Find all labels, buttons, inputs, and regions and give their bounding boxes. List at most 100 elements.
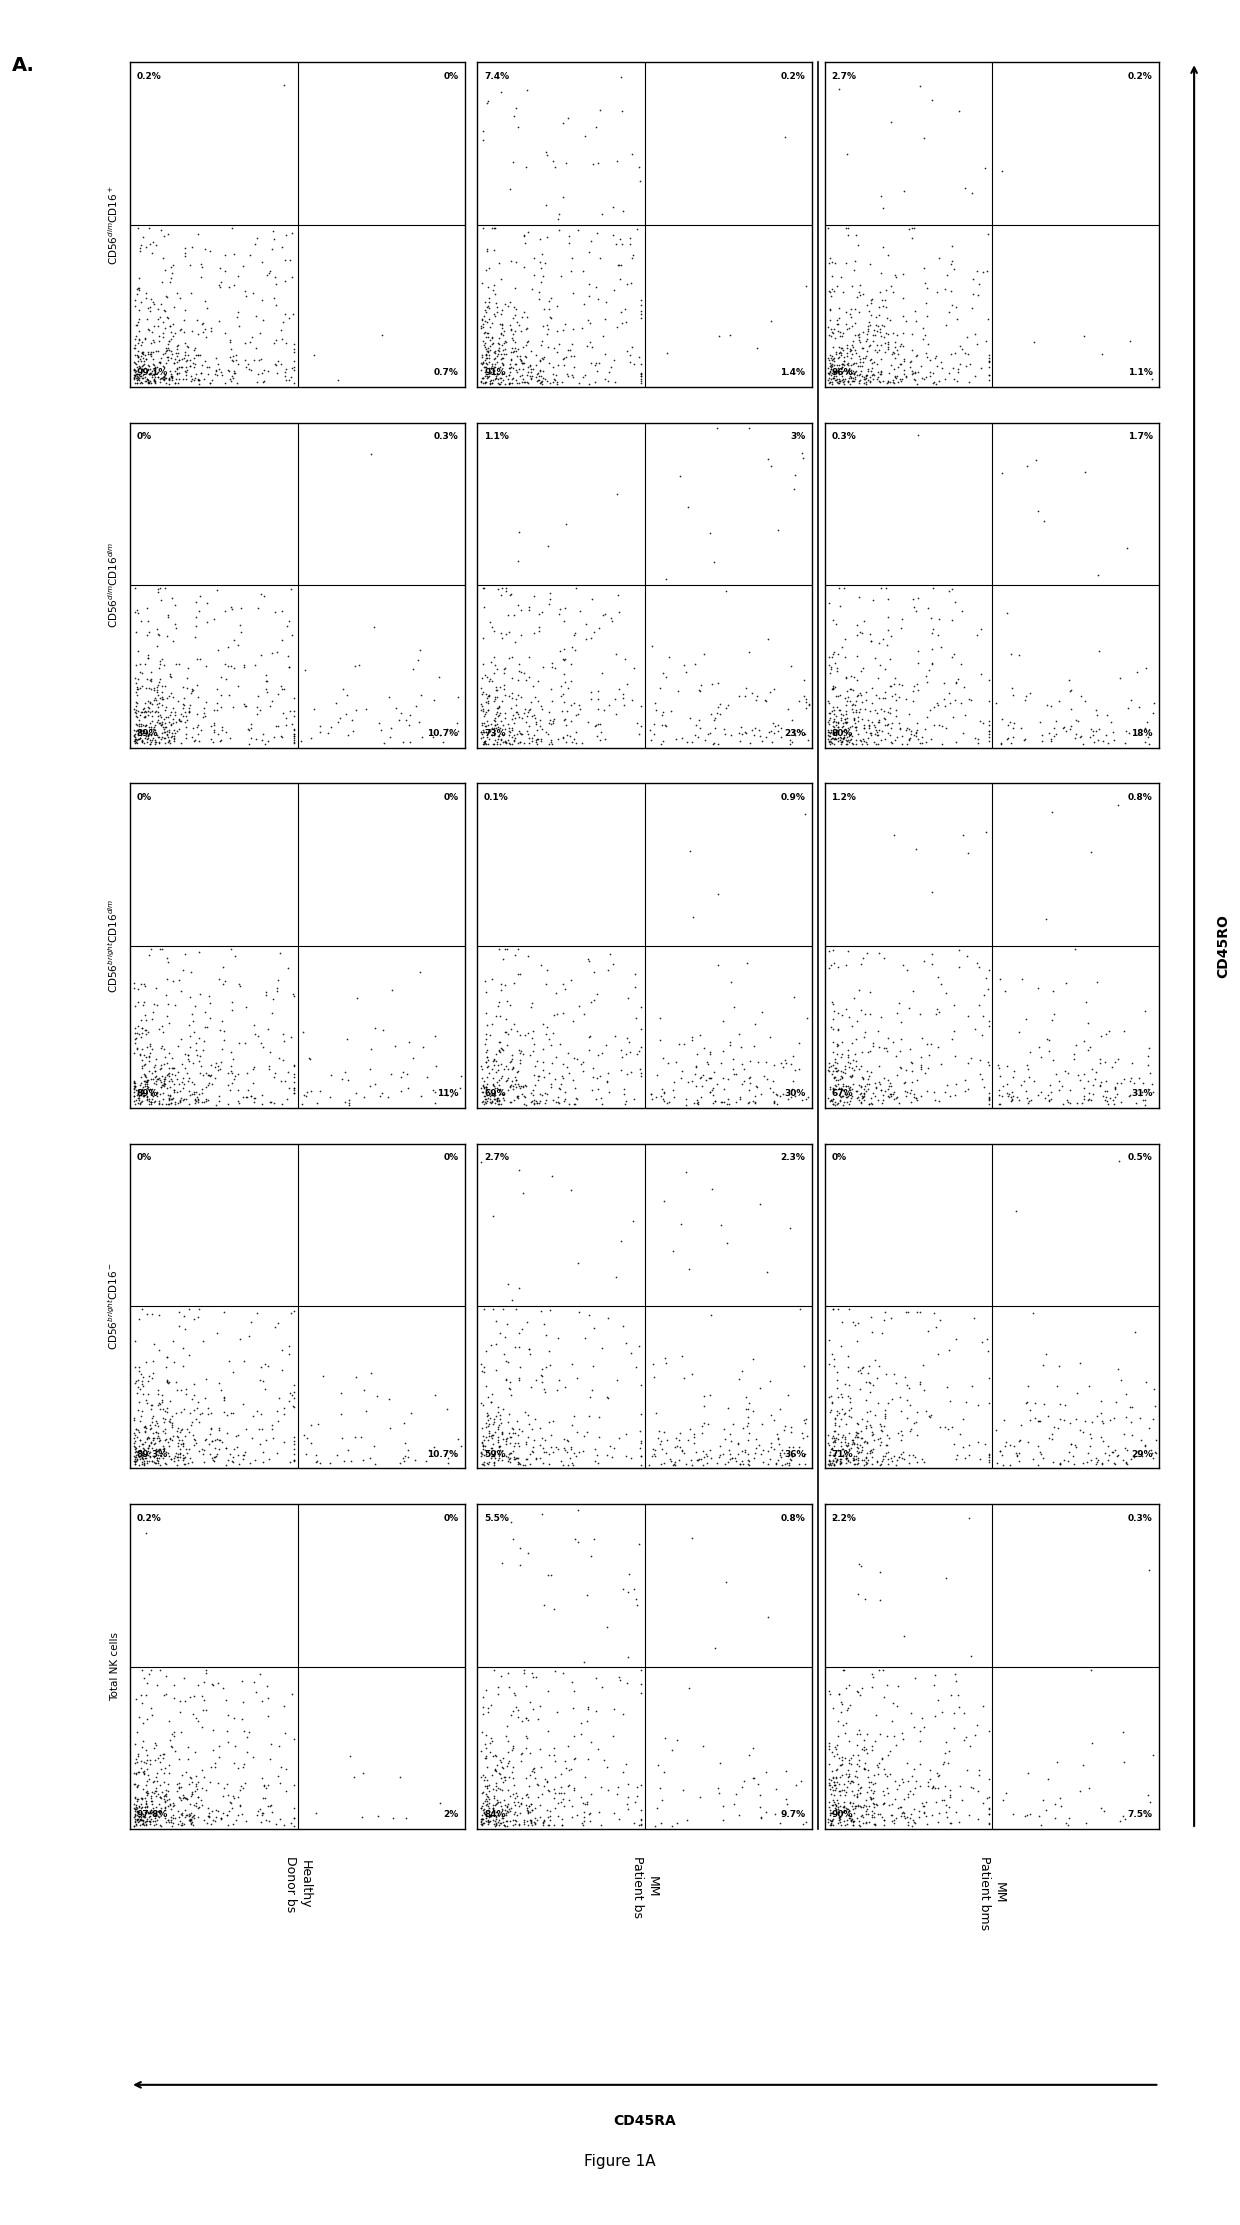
Point [258, 723, 278, 759]
Point [832, 1059, 852, 1095]
Point [471, 1733, 491, 1769]
Point [130, 1404, 150, 1440]
Point [140, 1406, 160, 1442]
Point [185, 360, 205, 396]
Point [857, 934, 877, 970]
Point [215, 594, 234, 630]
Point [503, 1442, 523, 1477]
Point [485, 349, 505, 385]
Point [423, 719, 443, 754]
Point [476, 1740, 496, 1776]
Point [975, 1070, 994, 1106]
Point [479, 358, 498, 394]
Point [859, 1804, 879, 1840]
Point [1076, 986, 1096, 1021]
Point [869, 298, 889, 334]
Point [864, 1807, 884, 1842]
Point [179, 690, 198, 725]
Point [630, 1328, 650, 1364]
Point [1078, 1444, 1097, 1480]
Point [492, 363, 512, 398]
Point [650, 1426, 670, 1462]
Point [481, 1720, 501, 1756]
Point [164, 345, 184, 380]
Point [490, 1024, 510, 1059]
Point [1055, 1388, 1075, 1424]
Point [128, 343, 148, 378]
Point [507, 1402, 527, 1437]
Point [154, 358, 174, 394]
Point [534, 245, 554, 280]
Point [139, 1084, 159, 1119]
Point [914, 1373, 934, 1408]
Point [696, 1061, 715, 1097]
Point [157, 1802, 177, 1838]
Point [284, 327, 304, 363]
Point [1092, 336, 1112, 372]
Point [614, 688, 634, 723]
Point [239, 712, 259, 748]
Point [874, 1678, 894, 1713]
Point [472, 1428, 492, 1464]
Point [624, 1204, 644, 1239]
Point [533, 340, 553, 376]
Point [131, 1084, 151, 1119]
Point [1136, 1081, 1156, 1117]
Point [1109, 1351, 1128, 1386]
Point [476, 1738, 496, 1773]
Point [485, 276, 505, 312]
Point [729, 1017, 749, 1052]
Point [537, 316, 557, 352]
Point [838, 209, 858, 245]
Point [1083, 1724, 1102, 1760]
Point [833, 1088, 853, 1124]
Point [858, 1444, 878, 1480]
Point [578, 303, 598, 338]
Point [523, 1428, 543, 1464]
Point [858, 1753, 878, 1789]
Point [564, 1673, 584, 1709]
Point [135, 1415, 155, 1451]
Point [198, 1798, 218, 1833]
Point [133, 1435, 153, 1471]
Point [713, 1789, 733, 1824]
Point [155, 1030, 175, 1066]
Point [471, 309, 491, 345]
Point [485, 1751, 505, 1787]
Point [202, 1422, 222, 1457]
Point [159, 1780, 179, 1816]
Point [236, 688, 255, 723]
Point [833, 332, 853, 367]
Point [490, 1035, 510, 1070]
Point [145, 694, 165, 730]
Point [1044, 997, 1064, 1032]
Point [645, 1437, 665, 1473]
Point [533, 354, 553, 389]
Point [827, 303, 847, 338]
Point [124, 1440, 144, 1475]
Point [839, 710, 859, 745]
Point [735, 1435, 755, 1471]
Point [534, 1306, 554, 1342]
Point [515, 1802, 534, 1838]
Point [609, 576, 629, 612]
Point [505, 1428, 525, 1464]
Point [139, 1802, 159, 1838]
Point [133, 1393, 153, 1428]
Point [174, 303, 193, 338]
Point [133, 714, 153, 750]
Point [534, 1802, 554, 1838]
Point [823, 1738, 843, 1773]
Point [719, 1086, 739, 1121]
Point [522, 721, 542, 756]
Text: Healthy
Donor bs: Healthy Donor bs [284, 1856, 311, 1911]
Point [140, 694, 160, 730]
Point [823, 316, 843, 352]
Point [843, 1422, 863, 1457]
Point [219, 269, 239, 305]
Point [508, 1789, 528, 1824]
Point [211, 1800, 231, 1836]
Point [796, 1446, 816, 1482]
Point [823, 1024, 843, 1059]
Point [1116, 1444, 1136, 1480]
